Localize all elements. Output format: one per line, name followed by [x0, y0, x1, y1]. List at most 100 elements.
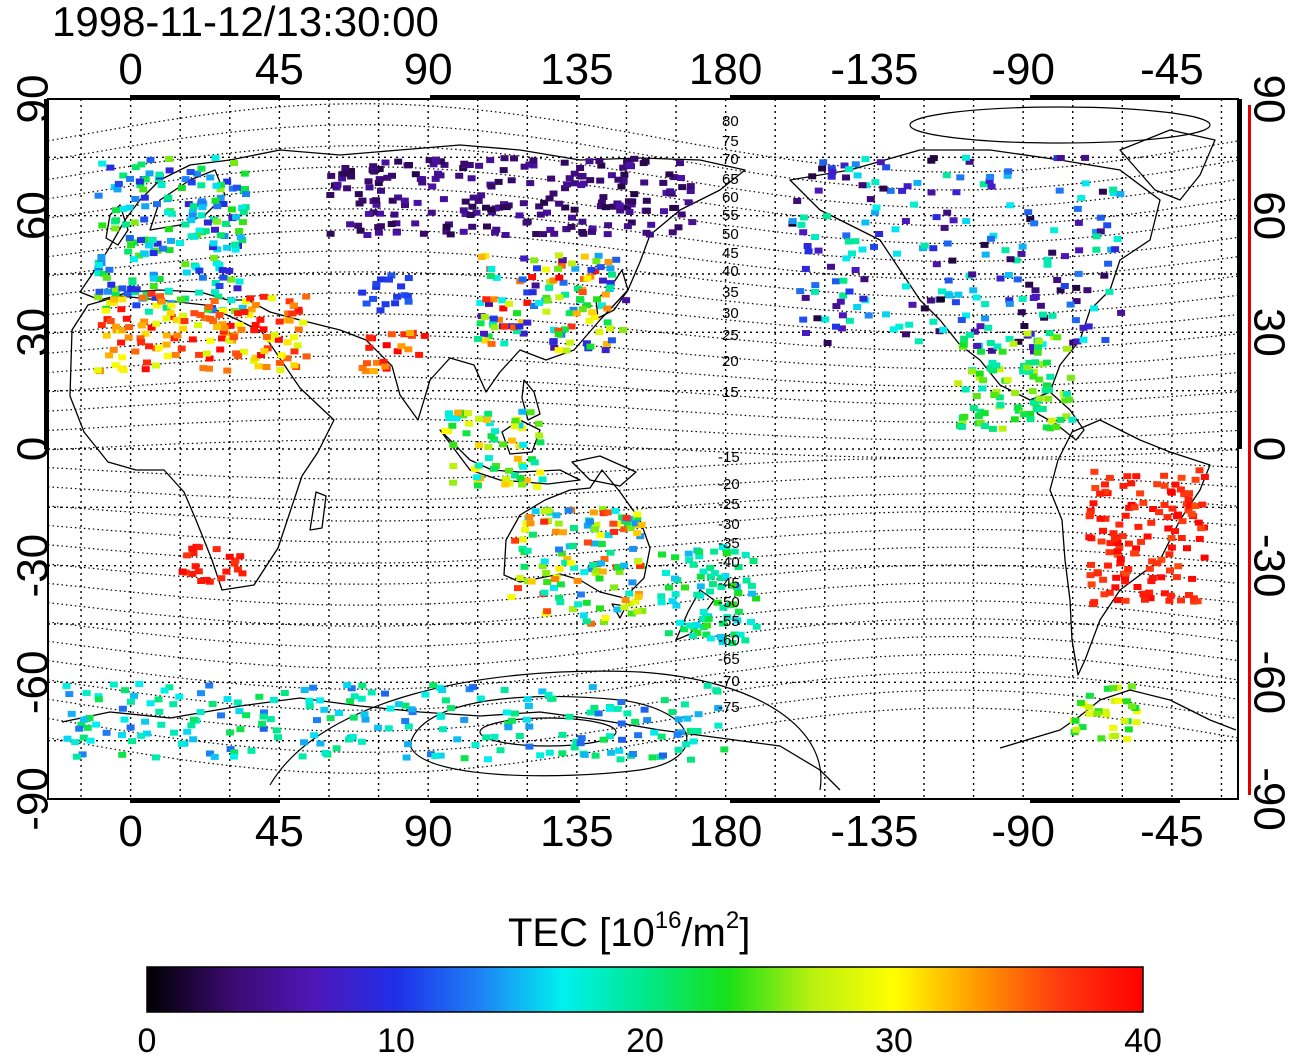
- tec-cell: [882, 164, 891, 171]
- tec-cell: [1013, 276, 1022, 283]
- tec-cell: [149, 271, 158, 278]
- tec-cell: [464, 420, 473, 427]
- tec-cell: [140, 194, 149, 201]
- tec-cell: [1121, 597, 1130, 604]
- tec-cell: [169, 701, 178, 708]
- tec-cell: [233, 184, 241, 191]
- top-lon-tick-label: -45: [1140, 45, 1204, 94]
- tec-cell: [476, 299, 485, 306]
- tec-cell: [112, 207, 120, 214]
- tec-cell: [871, 179, 880, 186]
- left-lat-tick-label: 30: [9, 308, 58, 357]
- tec-cell: [448, 422, 457, 429]
- tec-cell: [969, 405, 978, 411]
- tec-cell: [1001, 247, 1010, 254]
- tec-cell: [525, 161, 534, 168]
- tec-cell: [540, 508, 549, 515]
- tec-cell: [419, 230, 428, 237]
- tec-cell: [531, 282, 540, 289]
- tec-cell: [975, 370, 984, 377]
- tec-cell: [211, 226, 219, 233]
- tec-cell: [597, 302, 606, 309]
- tec-cell: [476, 320, 485, 327]
- tec-cell: [525, 513, 534, 520]
- tec-cell: [1113, 684, 1122, 691]
- tec-cell: [536, 469, 545, 476]
- tec-cell: [189, 203, 198, 210]
- tec-cell: [569, 306, 578, 313]
- tec-cell: [819, 159, 828, 166]
- tec-cell: [365, 344, 374, 351]
- tec-cell: [520, 255, 529, 262]
- tec-cell: [631, 598, 640, 605]
- tec-cell: [242, 191, 250, 198]
- tec-cell: [988, 425, 997, 432]
- tec-cell: [1103, 685, 1112, 692]
- tec-cell: [118, 296, 127, 303]
- tec-cell: [927, 157, 936, 164]
- tec-cell: [1109, 190, 1118, 197]
- tec-cell: [364, 178, 373, 185]
- tec-cell: [183, 552, 192, 559]
- tec-cell: [1153, 481, 1162, 488]
- colorbar-gradient: [146, 966, 1144, 1013]
- tec-cell: [400, 331, 409, 338]
- tec-cell: [981, 315, 990, 322]
- tec-cell: [1074, 270, 1083, 277]
- tec-cell: [94, 696, 103, 703]
- tec-cell: [803, 243, 812, 249]
- tec-cell: [213, 246, 222, 253]
- tec-cell: [624, 198, 633, 205]
- tec-cell: [474, 462, 483, 469]
- tec-cell: [1056, 155, 1065, 161]
- tec-cell: [231, 241, 240, 248]
- tec-cell: [580, 751, 589, 758]
- tec-cell: [475, 416, 484, 422]
- tec-cell: [205, 365, 213, 372]
- tec-cell: [242, 298, 251, 305]
- tec-cell: [247, 306, 256, 313]
- tec-cell: [346, 221, 355, 228]
- tec-cell: [274, 734, 282, 741]
- tec-cell: [1084, 323, 1093, 330]
- tec-cell: [540, 589, 549, 596]
- tec-cell: [882, 311, 890, 318]
- tec-cell: [226, 729, 235, 736]
- tec-cell: [811, 288, 819, 295]
- tec-cell: [125, 235, 134, 241]
- tec-cell: [152, 362, 160, 369]
- tec-cell: [137, 732, 146, 739]
- tec-cell: [545, 195, 554, 202]
- tec-cell: [608, 271, 616, 278]
- tec-cell: [214, 293, 223, 300]
- tec-cell: [99, 270, 108, 277]
- tec-cell: [1123, 736, 1131, 743]
- tec-cell: [302, 293, 311, 300]
- tec-cell: [677, 175, 685, 181]
- right-lat-tick-label: 60: [1244, 191, 1292, 240]
- tec-cell: [560, 159, 569, 166]
- colorbar-title: TEC [1016/m2]: [508, 907, 750, 955]
- tec-cell: [1017, 250, 1026, 257]
- tec-cell: [363, 360, 371, 367]
- tec-cell: [592, 258, 601, 265]
- tec-cell: [1017, 309, 1026, 316]
- tec-cell: [442, 228, 451, 235]
- tec-cell: [460, 160, 469, 167]
- tec-cell: [1004, 168, 1013, 175]
- tec-cell: [1101, 488, 1110, 495]
- tec-cell: [505, 480, 514, 487]
- tec-cell: [177, 185, 186, 191]
- tec-cell: [693, 630, 702, 636]
- tec-cell: [257, 352, 266, 358]
- tec-cell: [208, 307, 217, 314]
- tec-cell: [599, 736, 608, 743]
- tec-cell: [550, 344, 559, 351]
- contour-line: [47, 103, 1239, 173]
- tec-cell: [503, 709, 511, 716]
- tec-cell: [195, 267, 204, 274]
- tec-cell: [861, 156, 870, 163]
- tec-cell: [473, 474, 482, 481]
- tec-cell: [1103, 222, 1112, 229]
- tec-cell: [920, 305, 929, 312]
